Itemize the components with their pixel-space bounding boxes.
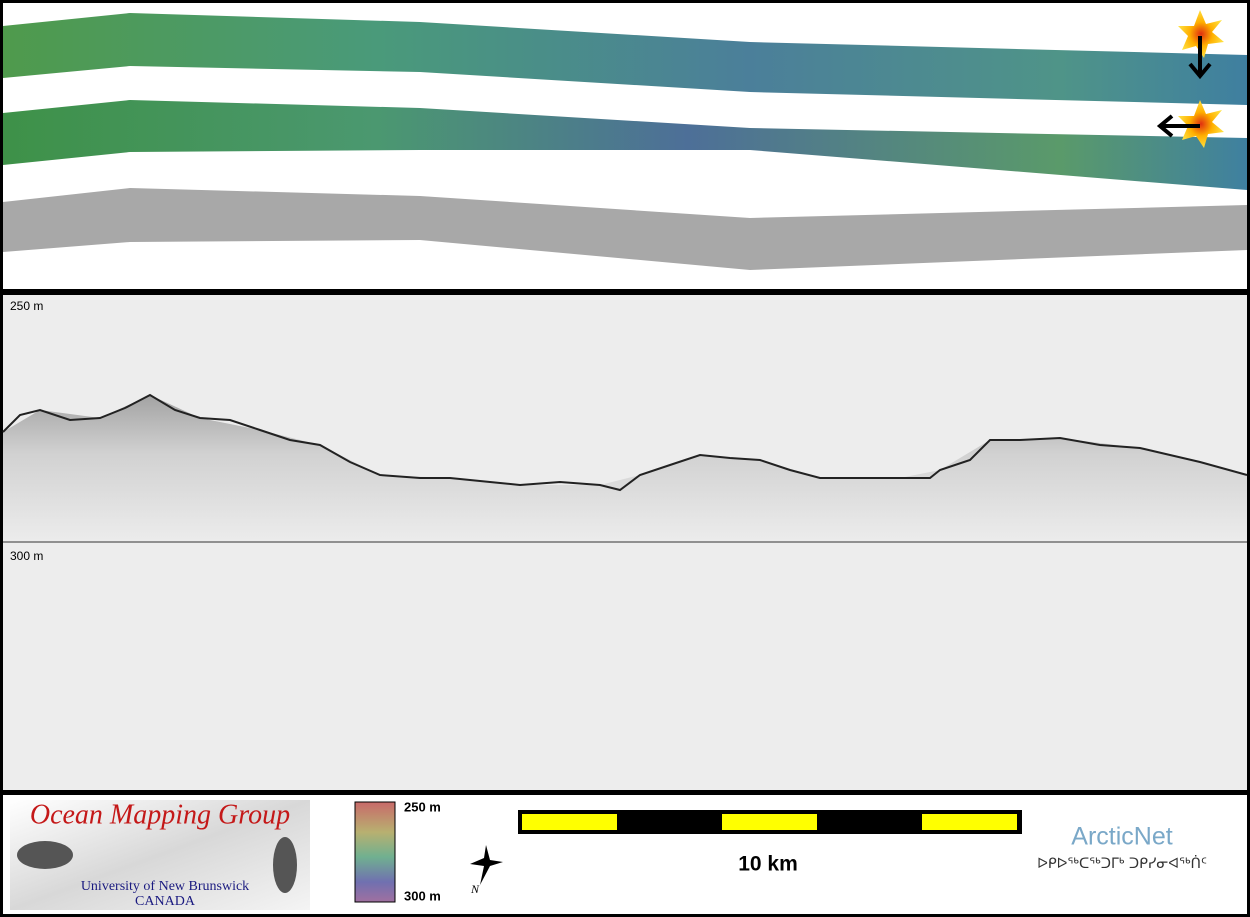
logo-country: CANADA bbox=[135, 894, 196, 909]
scale-label: 10 km bbox=[738, 853, 798, 876]
sun-icon bbox=[1156, 100, 1224, 148]
colorbar bbox=[354, 801, 396, 903]
colorbar-label: 250 m bbox=[404, 799, 441, 814]
scale-segment bbox=[922, 814, 1017, 830]
colorbar-label: 300 m bbox=[404, 888, 441, 903]
depth-label: 250 m bbox=[10, 299, 43, 313]
logo-title: Ocean Mapping Group bbox=[30, 799, 290, 830]
backscatter-strip bbox=[3, 188, 1247, 270]
swath-strip bbox=[3, 100, 1247, 190]
scale-segment bbox=[722, 814, 817, 830]
north-label: N bbox=[470, 882, 480, 896]
partner-name-inuktitut: ᐅᑭᐅᖅᑕᖅᑐᒥᒃ ᑐᑭᓯᓂᐊᖅᑏᑦ bbox=[1037, 855, 1207, 872]
north-arrow bbox=[470, 845, 503, 885]
partner-name: ArcticNet bbox=[1071, 823, 1172, 851]
sub-bottom bbox=[3, 395, 1247, 542]
scale-segment bbox=[522, 814, 617, 830]
swath-strip bbox=[3, 13, 1247, 105]
seafloor-trace bbox=[2, 393, 1248, 492]
logo-graphic bbox=[273, 837, 297, 893]
logo-affiliation: University of New Brunswick bbox=[81, 879, 249, 894]
sun-icon bbox=[1178, 10, 1224, 80]
logo-graphic bbox=[17, 841, 73, 869]
depth-label: 300 m bbox=[10, 549, 43, 563]
